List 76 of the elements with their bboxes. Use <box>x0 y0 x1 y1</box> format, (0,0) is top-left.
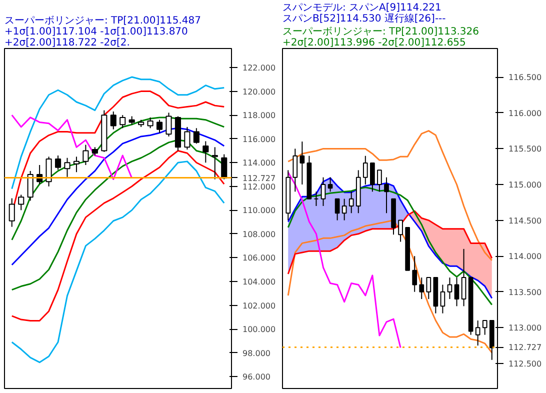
line-series <box>11 114 133 180</box>
candlestick <box>342 198 347 221</box>
y-tick-label: 96.000 <box>242 372 270 382</box>
y-tick-label: 104.000 <box>242 278 276 287</box>
candlestick <box>328 176 333 192</box>
line-series <box>11 116 225 241</box>
y-tick-label: 118.000 <box>242 111 276 120</box>
chart-subtitle: スーパーボリンジャー: TP[21.00]113.326 +2σ[2.00]113.996 -2σ[2.00]112.655 <box>282 26 479 48</box>
candlestick <box>193 128 200 144</box>
y-tick-label: 122.000 <box>242 64 276 73</box>
line-series <box>287 220 493 354</box>
candlestick <box>362 155 368 185</box>
candlestick <box>166 112 172 137</box>
y-tick-label: 115.000 <box>508 180 542 190</box>
ref-line-label: 112.727 <box>508 343 542 352</box>
y-tick-label: 112.500 <box>508 359 542 368</box>
candlestick <box>27 170 34 202</box>
y-tick-label: 116.000 <box>242 134 276 144</box>
y-tick-label: 108.000 <box>242 230 276 239</box>
candlestick <box>184 126 190 150</box>
y-tick-label: 116.000 <box>508 108 542 118</box>
candlestick <box>447 277 452 300</box>
candlestick <box>440 284 446 314</box>
candlestick <box>454 277 460 307</box>
candlestick <box>46 156 52 187</box>
y-tick-label: 113.500 <box>508 288 542 297</box>
y-tick-label: 120.000 <box>242 87 276 96</box>
line-series <box>287 130 493 262</box>
candlestick <box>334 198 340 221</box>
y-tick-label: 112.000 <box>242 182 276 192</box>
y-tick-label: 106.000 <box>242 254 276 263</box>
y-tick-label: 113.000 <box>508 324 542 333</box>
candlestick <box>370 162 375 192</box>
candlestick <box>419 277 424 300</box>
line-series <box>11 150 225 322</box>
y-tick-label: 114.000 <box>508 252 542 262</box>
y-tick-label: 98.000 <box>242 348 270 358</box>
candlestick <box>73 156 80 173</box>
candlestick <box>348 191 354 214</box>
candlestick <box>398 220 403 242</box>
line-series <box>287 210 493 275</box>
line-series <box>11 76 225 190</box>
y-tick-label: 115.500 <box>508 144 542 154</box>
candlestick <box>147 116 154 129</box>
y-tick-label: 114.500 <box>508 216 542 226</box>
y-tick-label: 102.000 <box>242 301 276 310</box>
candlestick <box>320 176 326 206</box>
y-tick-label: 116.500 <box>508 73 542 82</box>
ref-line-label: 112.727 <box>242 174 276 183</box>
y-tick-label: 110.000 <box>242 206 276 216</box>
chart-title: スーパーボリンジャー: TP[21.00]115.487 +1σ[1.00]117.104 -1σ[1.00]113.870 +2σ[2.00]118.722 -2σ[2. <box>4 16 201 48</box>
candlestick <box>377 170 382 192</box>
y-tick-label: 100.000 <box>242 325 276 334</box>
candlestick <box>64 157 70 178</box>
candlestick <box>110 111 116 130</box>
candlestick <box>8 198 15 228</box>
candlestick <box>18 194 24 211</box>
candlestick <box>461 248 466 307</box>
candlestick <box>120 114 126 129</box>
candlestick <box>212 146 218 180</box>
line-series <box>287 172 402 348</box>
candlestick <box>412 256 418 292</box>
candlestick <box>300 141 305 185</box>
candlestick <box>202 140 209 164</box>
candlestick <box>292 148 298 192</box>
candlestick <box>384 176 389 214</box>
chart-title: スパンモデル: スパンA[9]114.221 スパンB[52]114.530 遅行線[26]--- <box>282 2 446 24</box>
candlestick <box>221 154 228 180</box>
candlestick <box>482 320 488 336</box>
line-series <box>11 160 225 364</box>
candlestick <box>156 119 163 134</box>
candlestick <box>426 277 432 300</box>
candlestick <box>82 144 89 166</box>
candlestick <box>475 320 480 346</box>
y-tick-label: 114.000 <box>242 158 276 168</box>
candlestick <box>54 154 62 170</box>
